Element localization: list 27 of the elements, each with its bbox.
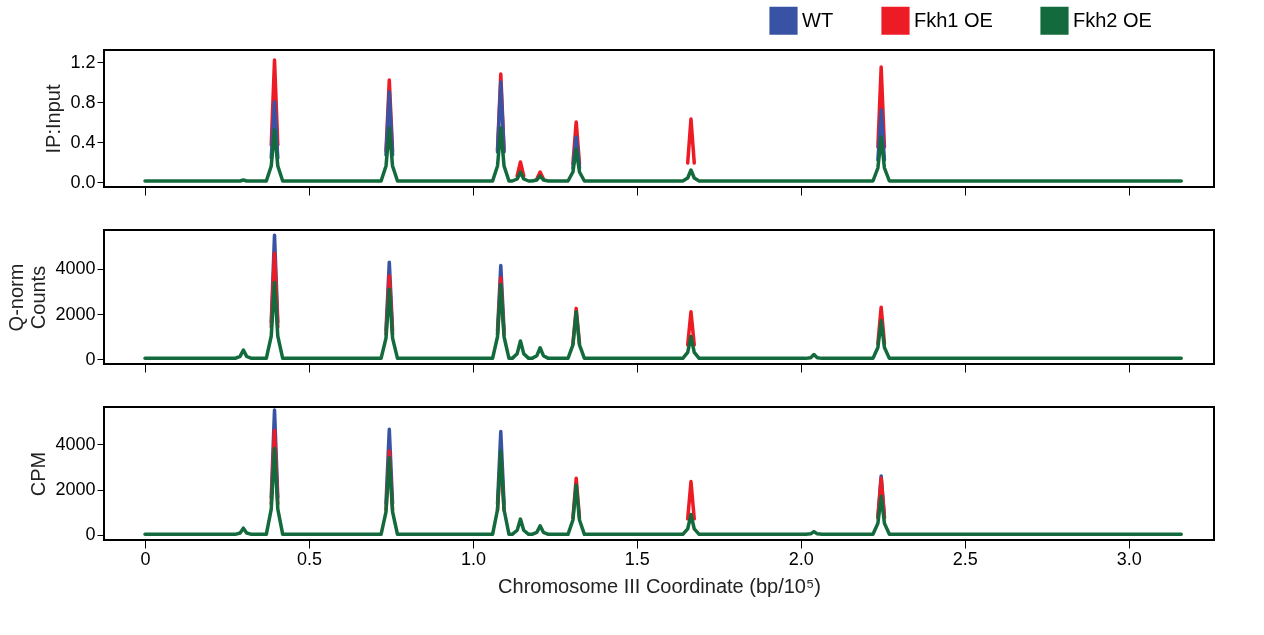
x-tick-label: 1.5: [624, 548, 650, 569]
legend-label: Fkh2 OE: [1073, 8, 1152, 31]
legend-label: Fkh1 OE: [914, 8, 993, 31]
x-tick-label: 2.0: [788, 548, 814, 569]
y-tick-label: 0.0: [70, 171, 96, 192]
line-series: [143, 280, 1183, 361]
y-tick-label: 0.4: [70, 131, 96, 152]
line-series: [143, 126, 1183, 183]
y-tick-label: 0: [85, 348, 96, 369]
y-tick-label: 1.2: [70, 51, 96, 72]
x-tick-label: 2.5: [952, 548, 978, 569]
y-tick-label: 4000: [55, 433, 96, 454]
y-tick-label: 0.8: [70, 91, 96, 112]
x-tick-label: 3.0: [1116, 548, 1142, 569]
y-axis-title: Q-norm Counts: [5, 263, 50, 332]
y-axis-title: IP:Input: [42, 84, 65, 154]
x-tick-label: 0: [140, 548, 151, 569]
line-series: [143, 446, 1183, 537]
y-axis-title: CPM: [27, 451, 50, 497]
y-tick-label: 4000: [55, 258, 96, 279]
x-axis-title: Chromosome III Coordinate (bp/10⁵): [498, 574, 821, 597]
x-tick-label: 0.5: [296, 548, 322, 569]
y-tick-label: 2000: [55, 303, 96, 324]
y-tick-label: 2000: [55, 479, 96, 500]
legend-label: WT: [802, 8, 834, 31]
y-tick-label: 0: [85, 524, 96, 545]
x-tick-label: 1.0: [460, 548, 486, 569]
